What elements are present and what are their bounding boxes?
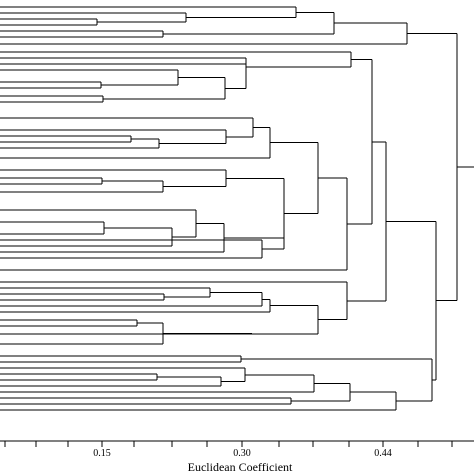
x-axis-title: Euclidean Coefficient xyxy=(188,460,293,474)
x-tick-label: 0.15 xyxy=(93,448,111,459)
x-tick-label: 0.44 xyxy=(374,448,392,459)
x-axis-ticks xyxy=(4,441,453,447)
x-tick-label: 0.30 xyxy=(233,448,251,459)
dendrogram-branches xyxy=(0,6,474,411)
